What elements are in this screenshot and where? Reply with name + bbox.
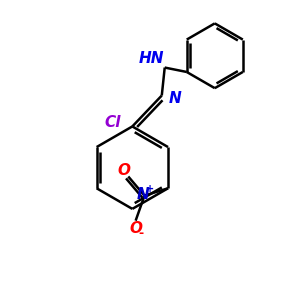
Text: O: O [129,220,142,236]
Text: Cl: Cl [105,115,122,130]
Text: -: - [138,226,143,239]
Text: N: N [136,187,149,202]
Text: N: N [168,91,181,106]
Text: +: + [146,184,154,194]
Text: O: O [117,163,130,178]
Text: HN: HN [139,51,164,66]
